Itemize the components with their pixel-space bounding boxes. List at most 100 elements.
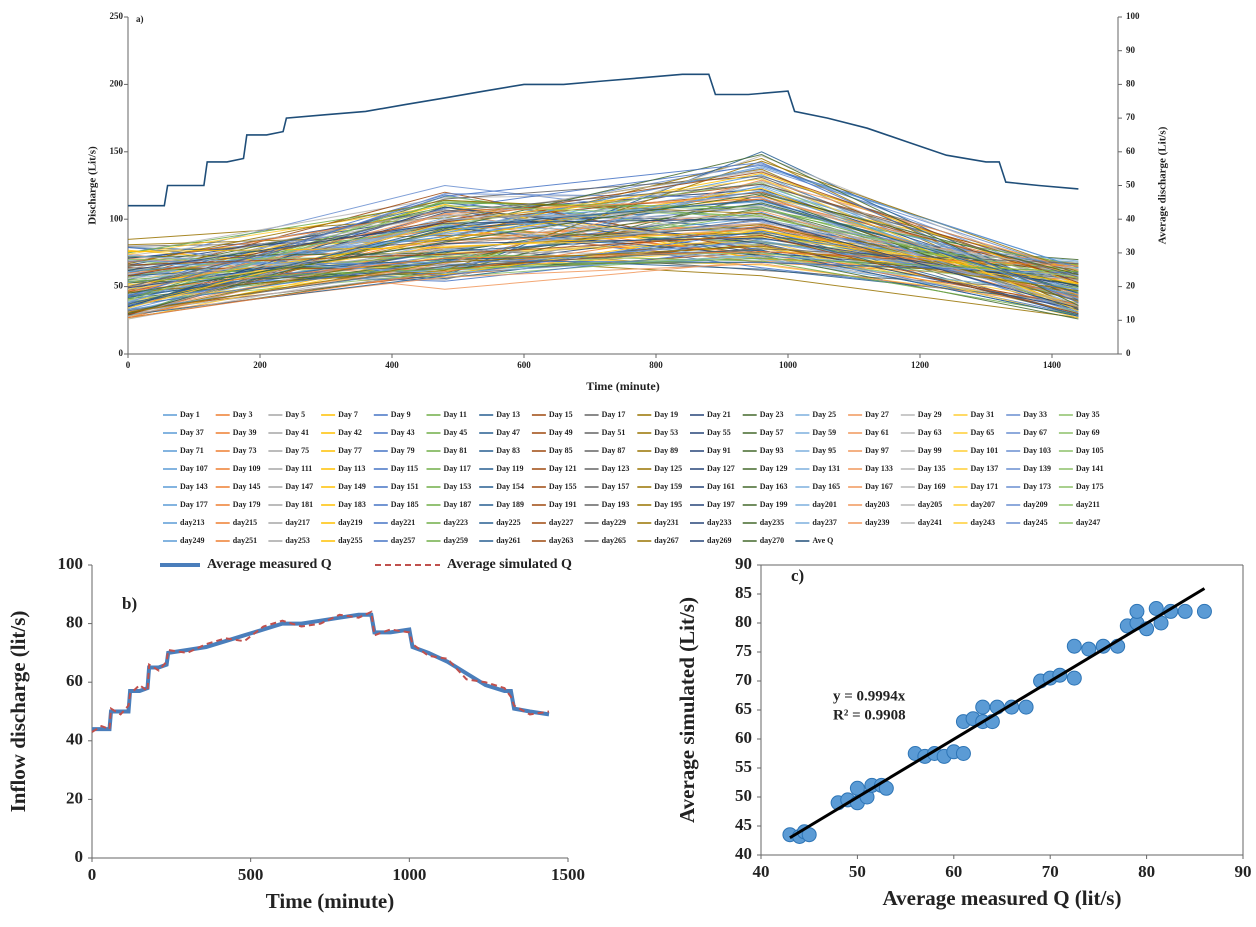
y-tick-label: 90: [735, 554, 752, 573]
legend-label: day229: [602, 518, 626, 527]
legend-label: day219: [338, 518, 362, 527]
x-tick-label: 80: [1138, 862, 1155, 881]
y2-tick-label: 90: [1126, 45, 1136, 55]
legend-label: Day 23: [760, 410, 784, 419]
y2-tick-label: 40: [1126, 213, 1136, 223]
legend-label: Day 195: [654, 500, 682, 509]
legend-label: Day 181: [285, 500, 313, 509]
legend-label: Day 65: [971, 428, 995, 437]
legend-label: day247: [1076, 518, 1100, 527]
legend-label: Day 33: [1023, 410, 1047, 419]
y-tick-label: 70: [735, 670, 752, 689]
legend-label: day239: [865, 518, 889, 527]
y-tick-label: 200: [110, 78, 124, 88]
y2-tick-label: 20: [1126, 281, 1136, 291]
legend-label: day245: [1023, 518, 1047, 527]
x-tick-label: 90: [1235, 862, 1252, 881]
legend-label: Day 147: [285, 482, 313, 491]
legend-label: Day 29: [918, 410, 942, 419]
series-line: [127, 160, 1079, 293]
legend-label: day217: [285, 518, 309, 527]
legend-label: Day 193: [602, 500, 630, 509]
legend-label: Day 3: [233, 410, 253, 419]
y-tick-label: 250: [110, 11, 124, 21]
y2-tick-label: 30: [1126, 247, 1136, 257]
legend-label: Day 81: [444, 446, 468, 455]
series-line: [127, 153, 1079, 315]
y-tick-label: 60: [66, 671, 83, 690]
series-line: [127, 209, 1079, 281]
panel-label: a): [136, 14, 144, 24]
legend-label: day257: [391, 536, 415, 545]
legend-label: day215: [233, 518, 257, 527]
legend-label: Day 137: [971, 464, 999, 473]
legend-label: Day 187: [444, 500, 472, 509]
series-line: [127, 162, 1079, 304]
x-axis-title: Average measured Q (lit/s): [883, 886, 1122, 910]
series-line: [127, 205, 1079, 301]
y-tick-label: 40: [735, 844, 752, 863]
y-tick-label: 75: [735, 641, 752, 660]
x-tick-label: 0: [126, 360, 131, 370]
series-line: [127, 229, 1079, 285]
legend-label: Day 7: [338, 410, 358, 419]
trendline: [789, 587, 1206, 840]
legend-label: Day 42: [338, 428, 362, 437]
series-line: [127, 260, 1079, 306]
scatter-point: [1081, 641, 1097, 657]
y-tick-label: 65: [735, 699, 752, 718]
legend-label: Day 135: [918, 464, 946, 473]
y-tick-label: 150: [110, 146, 124, 156]
legend-label: Day 125: [654, 464, 682, 473]
legend-label: Day 179: [233, 500, 261, 509]
x-tick-label: 1000: [779, 360, 798, 370]
legend-label: day207: [971, 500, 995, 509]
scatter-point: [1066, 670, 1082, 686]
x-tick-label: 70: [1042, 862, 1059, 881]
series-line: [127, 246, 1079, 292]
legend-label: Day 53: [654, 428, 678, 437]
legend-label: Day 19: [654, 410, 678, 419]
legend-label: Day 105: [1076, 446, 1104, 455]
legend-label: day249: [180, 536, 204, 545]
legend-label: Day 63: [918, 428, 942, 437]
legend-label: Day 89: [654, 446, 678, 455]
legend-label: day237: [812, 518, 836, 527]
y-tick-label: 55: [735, 757, 752, 776]
legend-label: Day 109: [233, 464, 261, 473]
x-tick-label: 50: [849, 862, 866, 881]
legend-label: Day 41: [285, 428, 309, 437]
legend-label: Day 127: [707, 464, 735, 473]
y-tick-label: 100: [58, 554, 84, 573]
legend-label: Day 101: [971, 446, 999, 455]
legend-label: Day 107: [180, 464, 208, 473]
legend-label: Day 99: [918, 446, 942, 455]
legend-label: Day 69: [1076, 428, 1100, 437]
series-line: [127, 193, 1079, 294]
y2-tick-label: 100: [1126, 11, 1140, 21]
series-line: [92, 612, 550, 732]
legend-label: Day 17: [602, 410, 626, 419]
x-tick-label: 600: [517, 360, 531, 370]
scatter-point: [1177, 603, 1193, 619]
legend-label: day225: [496, 518, 520, 527]
legend-label: Day 171: [971, 482, 999, 491]
y-axis-title: Inflow discharge (lit/s): [6, 611, 30, 813]
series-line: [127, 201, 1079, 300]
x-tick-label: 40: [753, 862, 770, 881]
panel-label: b): [122, 594, 137, 613]
series-line: [127, 195, 1079, 296]
legend-label: Day 133: [865, 464, 893, 473]
legend-label: Average simulated Q: [447, 557, 572, 572]
y-tick-label: 85: [735, 583, 752, 602]
y-tick-label: 50: [735, 786, 752, 805]
legend-label: day227: [549, 518, 573, 527]
legend-label: Day 1: [180, 410, 200, 419]
y-axis-title: Average simulated (Lit/s): [675, 597, 699, 823]
legend-label: Day 25: [812, 410, 836, 419]
x-tick-label: 1200: [911, 360, 930, 370]
series-line: [127, 234, 1079, 315]
legend-label: Day 143: [180, 482, 208, 491]
legend-label: Day 73: [233, 446, 257, 455]
series-line: [127, 257, 1079, 319]
